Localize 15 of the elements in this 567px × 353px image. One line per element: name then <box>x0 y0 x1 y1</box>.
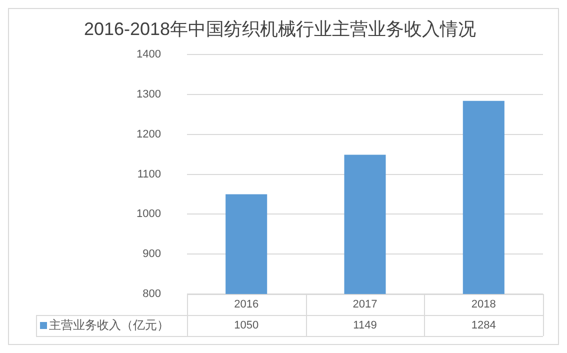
y-tick-label: 1100 <box>137 168 161 180</box>
y-tick-label: 900 <box>142 248 161 260</box>
y-tick-label: 800 <box>142 288 161 300</box>
x-tick-label: 2016 <box>234 298 259 311</box>
x-tick-label: 2017 <box>352 298 378 311</box>
y-tick-label: 1300 <box>136 88 161 101</box>
y-tick-label: 1200 <box>136 128 161 140</box>
x-tick-label: 2018 <box>471 298 496 311</box>
y-tick-label: 1000 <box>136 208 161 220</box>
data-label: 1050 <box>234 320 259 332</box>
legend-label: 主营业务收入（亿元） <box>49 318 169 332</box>
chart-title: 2016-2018年中国纺织机械行业主营业务收入情况 <box>84 18 476 39</box>
data-label: 1149 <box>353 320 377 332</box>
y-tick-label: 1400 <box>136 48 161 61</box>
data-label: 1284 <box>471 320 496 332</box>
